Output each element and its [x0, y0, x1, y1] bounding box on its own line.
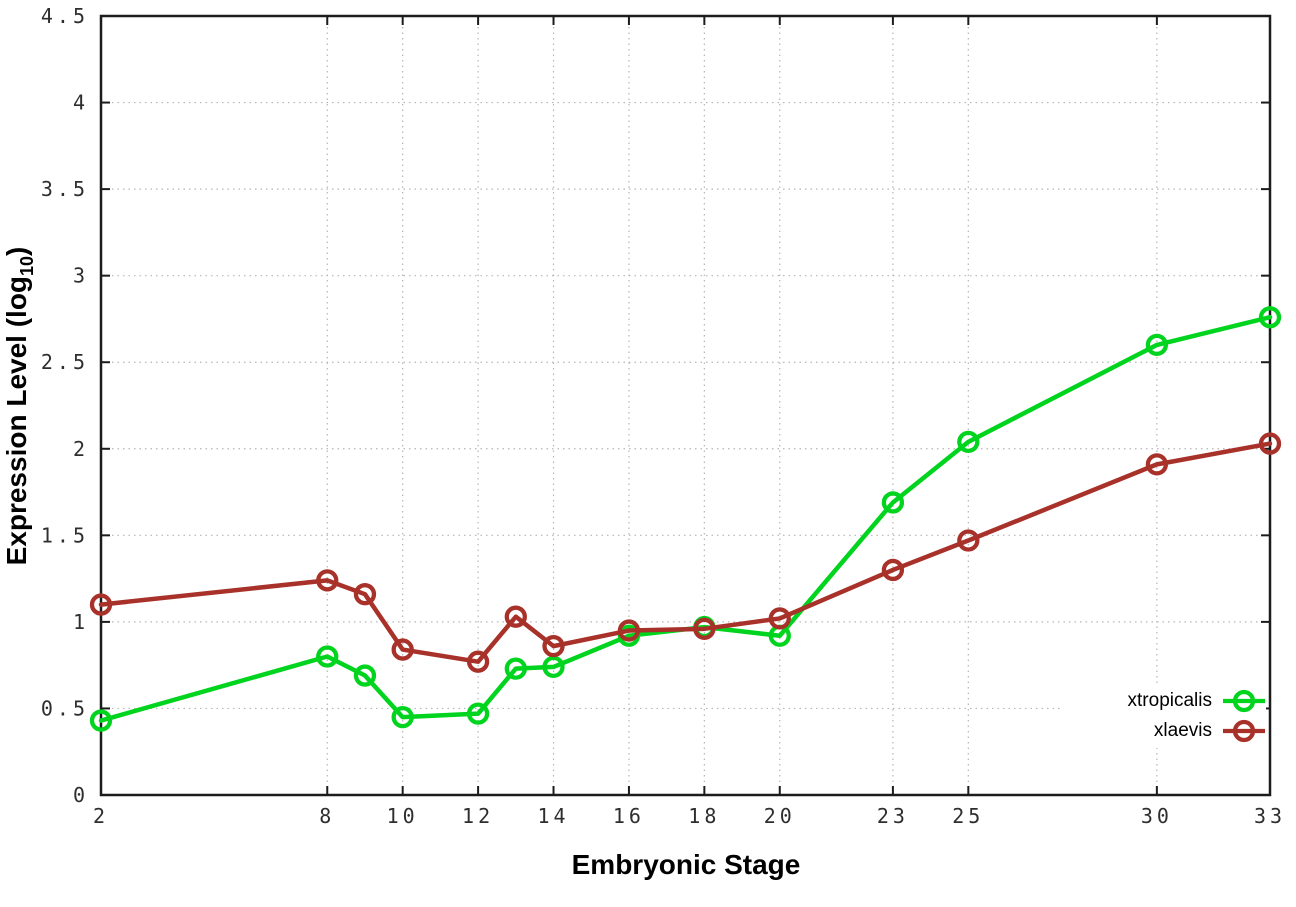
- data-point-xlaevis-stage-25: [957, 529, 980, 552]
- data-point-xtropicalis-stage-13: [504, 657, 527, 680]
- legend-line-circle-icon: [1223, 689, 1265, 713]
- y-tick-label: 1.5: [41, 523, 89, 547]
- data-point-xtropicalis-stage-2: [89, 709, 113, 732]
- legend-label-xlaevis: xlaevis: [1153, 720, 1212, 741]
- legend-label-xtropicalis: xtropicalis: [1127, 690, 1212, 711]
- x-tick-label: 8: [319, 804, 335, 828]
- data-point-xlaevis-stage-20: [768, 607, 791, 630]
- data-point-xtropicalis-stage-33: [1258, 306, 1282, 329]
- data-point-xlaevis-stage-33: [1258, 432, 1282, 455]
- x-tick-label: 16: [613, 804, 645, 828]
- data-point-xtropicalis-stage-30: [1145, 333, 1169, 357]
- legend-item-xtropicalis: xtropicalis: [1066, 686, 1266, 716]
- y-tick-label: 3: [73, 264, 89, 288]
- x-tick-label: 14: [537, 804, 569, 828]
- y-tick-label: 3.5: [41, 177, 89, 201]
- x-tick-label: 25: [952, 804, 984, 828]
- x-tick-label: 30: [1141, 804, 1173, 828]
- data-point-xlaevis-stage-16: [617, 619, 641, 642]
- data-point-xlaevis-stage-13: [504, 605, 527, 628]
- y-tick-label: 4: [73, 91, 89, 115]
- series-line-xtropicalis: [98, 314, 1273, 723]
- plot-border: [99, 14, 1272, 797]
- data-point-xlaevis-stage-9: [353, 583, 377, 606]
- data-point-xtropicalis-stage-10: [391, 705, 414, 729]
- y-tick-label: 4.5: [41, 4, 89, 28]
- legend-item-xlaevis: xlaevis: [1066, 716, 1266, 746]
- x-tick-label: 20: [764, 804, 796, 828]
- data-point-xlaevis-stage-18: [693, 617, 716, 640]
- legend: xtropicalis xlaevis: [1062, 684, 1266, 748]
- data-point-xtropicalis-stage-12: [466, 702, 490, 725]
- x-tick-label: 2: [93, 804, 109, 828]
- data-point-xlaevis-stage-10: [391, 638, 414, 661]
- data-point-xlaevis-stage-12: [466, 650, 490, 673]
- data-point-xtropicalis-stage-8: [316, 645, 339, 668]
- x-tick-label: 23: [877, 804, 909, 828]
- y-tick-label: 2: [73, 437, 89, 461]
- x-tick-label: 12: [462, 804, 494, 828]
- data-point-xlaevis-stage-2: [89, 593, 113, 616]
- y-tick-label: 0: [73, 783, 89, 807]
- data-point-xlaevis-stage-23: [881, 558, 905, 582]
- data-point-xtropicalis-stage-23: [881, 491, 905, 514]
- x-tick-label: 18: [688, 804, 720, 828]
- data-point-xlaevis-stage-8: [316, 569, 339, 592]
- x-tick-label: 10: [387, 804, 419, 828]
- x-axis-title: Embryonic Stage: [572, 849, 801, 880]
- y-tick-label: 0.5: [41, 696, 89, 720]
- data-point-xlaevis-stage-30: [1145, 453, 1169, 476]
- series-line-xlaevis: [98, 441, 1273, 664]
- legend-line-circle-icon: [1223, 719, 1265, 743]
- x-tick-label: 33: [1254, 804, 1286, 828]
- y-tick-label: 2.5: [41, 350, 89, 374]
- data-point-xtropicalis-stage-25: [957, 430, 980, 454]
- data-point-xlaevis-stage-14: [542, 634, 565, 658]
- y-axis-title: Expression Level (log10): [1, 247, 37, 566]
- data-point-xtropicalis-stage-9: [353, 664, 377, 687]
- y-tick-label: 1: [73, 610, 89, 634]
- data-point-xtropicalis-stage-14: [542, 655, 565, 679]
